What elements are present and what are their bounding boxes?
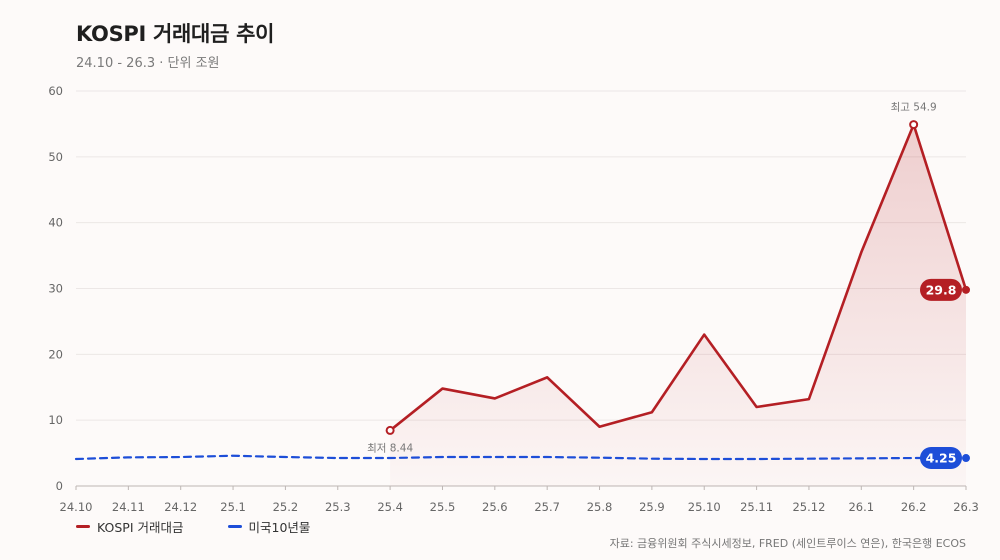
- x-tick-label: 26.1: [848, 500, 874, 514]
- legend-item-us10y[interactable]: 미국10년물: [227, 517, 311, 536]
- x-tick-label: 24.10: [60, 500, 93, 514]
- legend: KOSPI 거래대금 미국10년물: [76, 517, 310, 536]
- y-tick-label: 10: [48, 413, 63, 427]
- kospi-max-label: 최고 54.9: [891, 102, 937, 114]
- y-tick-label: 50: [48, 150, 63, 164]
- source-note: 자료: 금융위원회 주식시세정보, FRED (세인트루이스 연은), 한국은행…: [609, 537, 966, 550]
- x-tick-label: 25.3: [325, 500, 351, 514]
- kospi-max-marker: [909, 120, 919, 130]
- x-tick-label: 26.2: [901, 500, 927, 514]
- axes: 0 10 20 30 40 50 60 24.10 24.11 24.12 25.1 25.2 25.3…: [48, 84, 978, 514]
- kospi-area: [390, 124, 966, 486]
- x-tick-label: 25.11: [740, 500, 773, 514]
- kospi-last-pill: [920, 278, 962, 301]
- legend-item-kospi[interactable]: KOSPI 거래대금: [76, 517, 184, 536]
- y-tick-label: 20: [48, 347, 63, 361]
- legend-swatch-us10y: [227, 525, 242, 528]
- legend-label-us10y: 미국10년물: [248, 520, 311, 535]
- chart-subtitle: 24.10 - 26.3 · 단위 조원: [76, 56, 220, 71]
- y-tick-label: 40: [48, 216, 63, 230]
- kospi-min-marker: [385, 425, 395, 435]
- x-tick-label: 25.1: [220, 500, 246, 514]
- x-tick-label: 25.5: [430, 500, 456, 514]
- series: [74, 123, 968, 486]
- x-tick-label: 25.7: [534, 500, 560, 514]
- kospi-last-end-marker: [962, 285, 970, 294]
- x-tick-label: 26.3: [953, 500, 979, 514]
- x-tick-label: 25.10: [688, 500, 721, 514]
- x-tick-label: 25.8: [587, 500, 613, 514]
- y-tick-label: 60: [48, 84, 63, 98]
- y-tick-label: 30: [48, 282, 63, 296]
- chart-title: KOSPI 거래대금 추이: [76, 22, 275, 46]
- kospi-min-label: 최저 8.44: [367, 442, 413, 454]
- x-tick-label: 25.2: [273, 500, 299, 514]
- kospi-line: [388, 123, 968, 432]
- y-tick-label: 0: [56, 479, 63, 493]
- x-tick-label: 25.4: [377, 500, 403, 514]
- us10y-line: [74, 454, 968, 461]
- us10y-last-value-label: 4.25: [926, 451, 957, 466]
- us10y-last-pill: [920, 447, 962, 470]
- kospi-last-value-label: 29.8: [926, 282, 957, 297]
- us10y-last-end-marker: [962, 454, 970, 463]
- x-tick-label: 24.11: [112, 500, 145, 514]
- x-tick-label: 25.12: [792, 500, 825, 514]
- x-tick-label: 25.6: [482, 500, 508, 514]
- legend-swatch-kospi: [76, 525, 90, 528]
- legend-label-kospi: KOSPI 거래대금: [97, 520, 184, 535]
- annotations: 최저 8.44 최고 54.9 29.8 4.25: [367, 102, 970, 470]
- x-tick-label: 24.12: [164, 500, 197, 514]
- x-tick-label: 25.9: [639, 500, 665, 514]
